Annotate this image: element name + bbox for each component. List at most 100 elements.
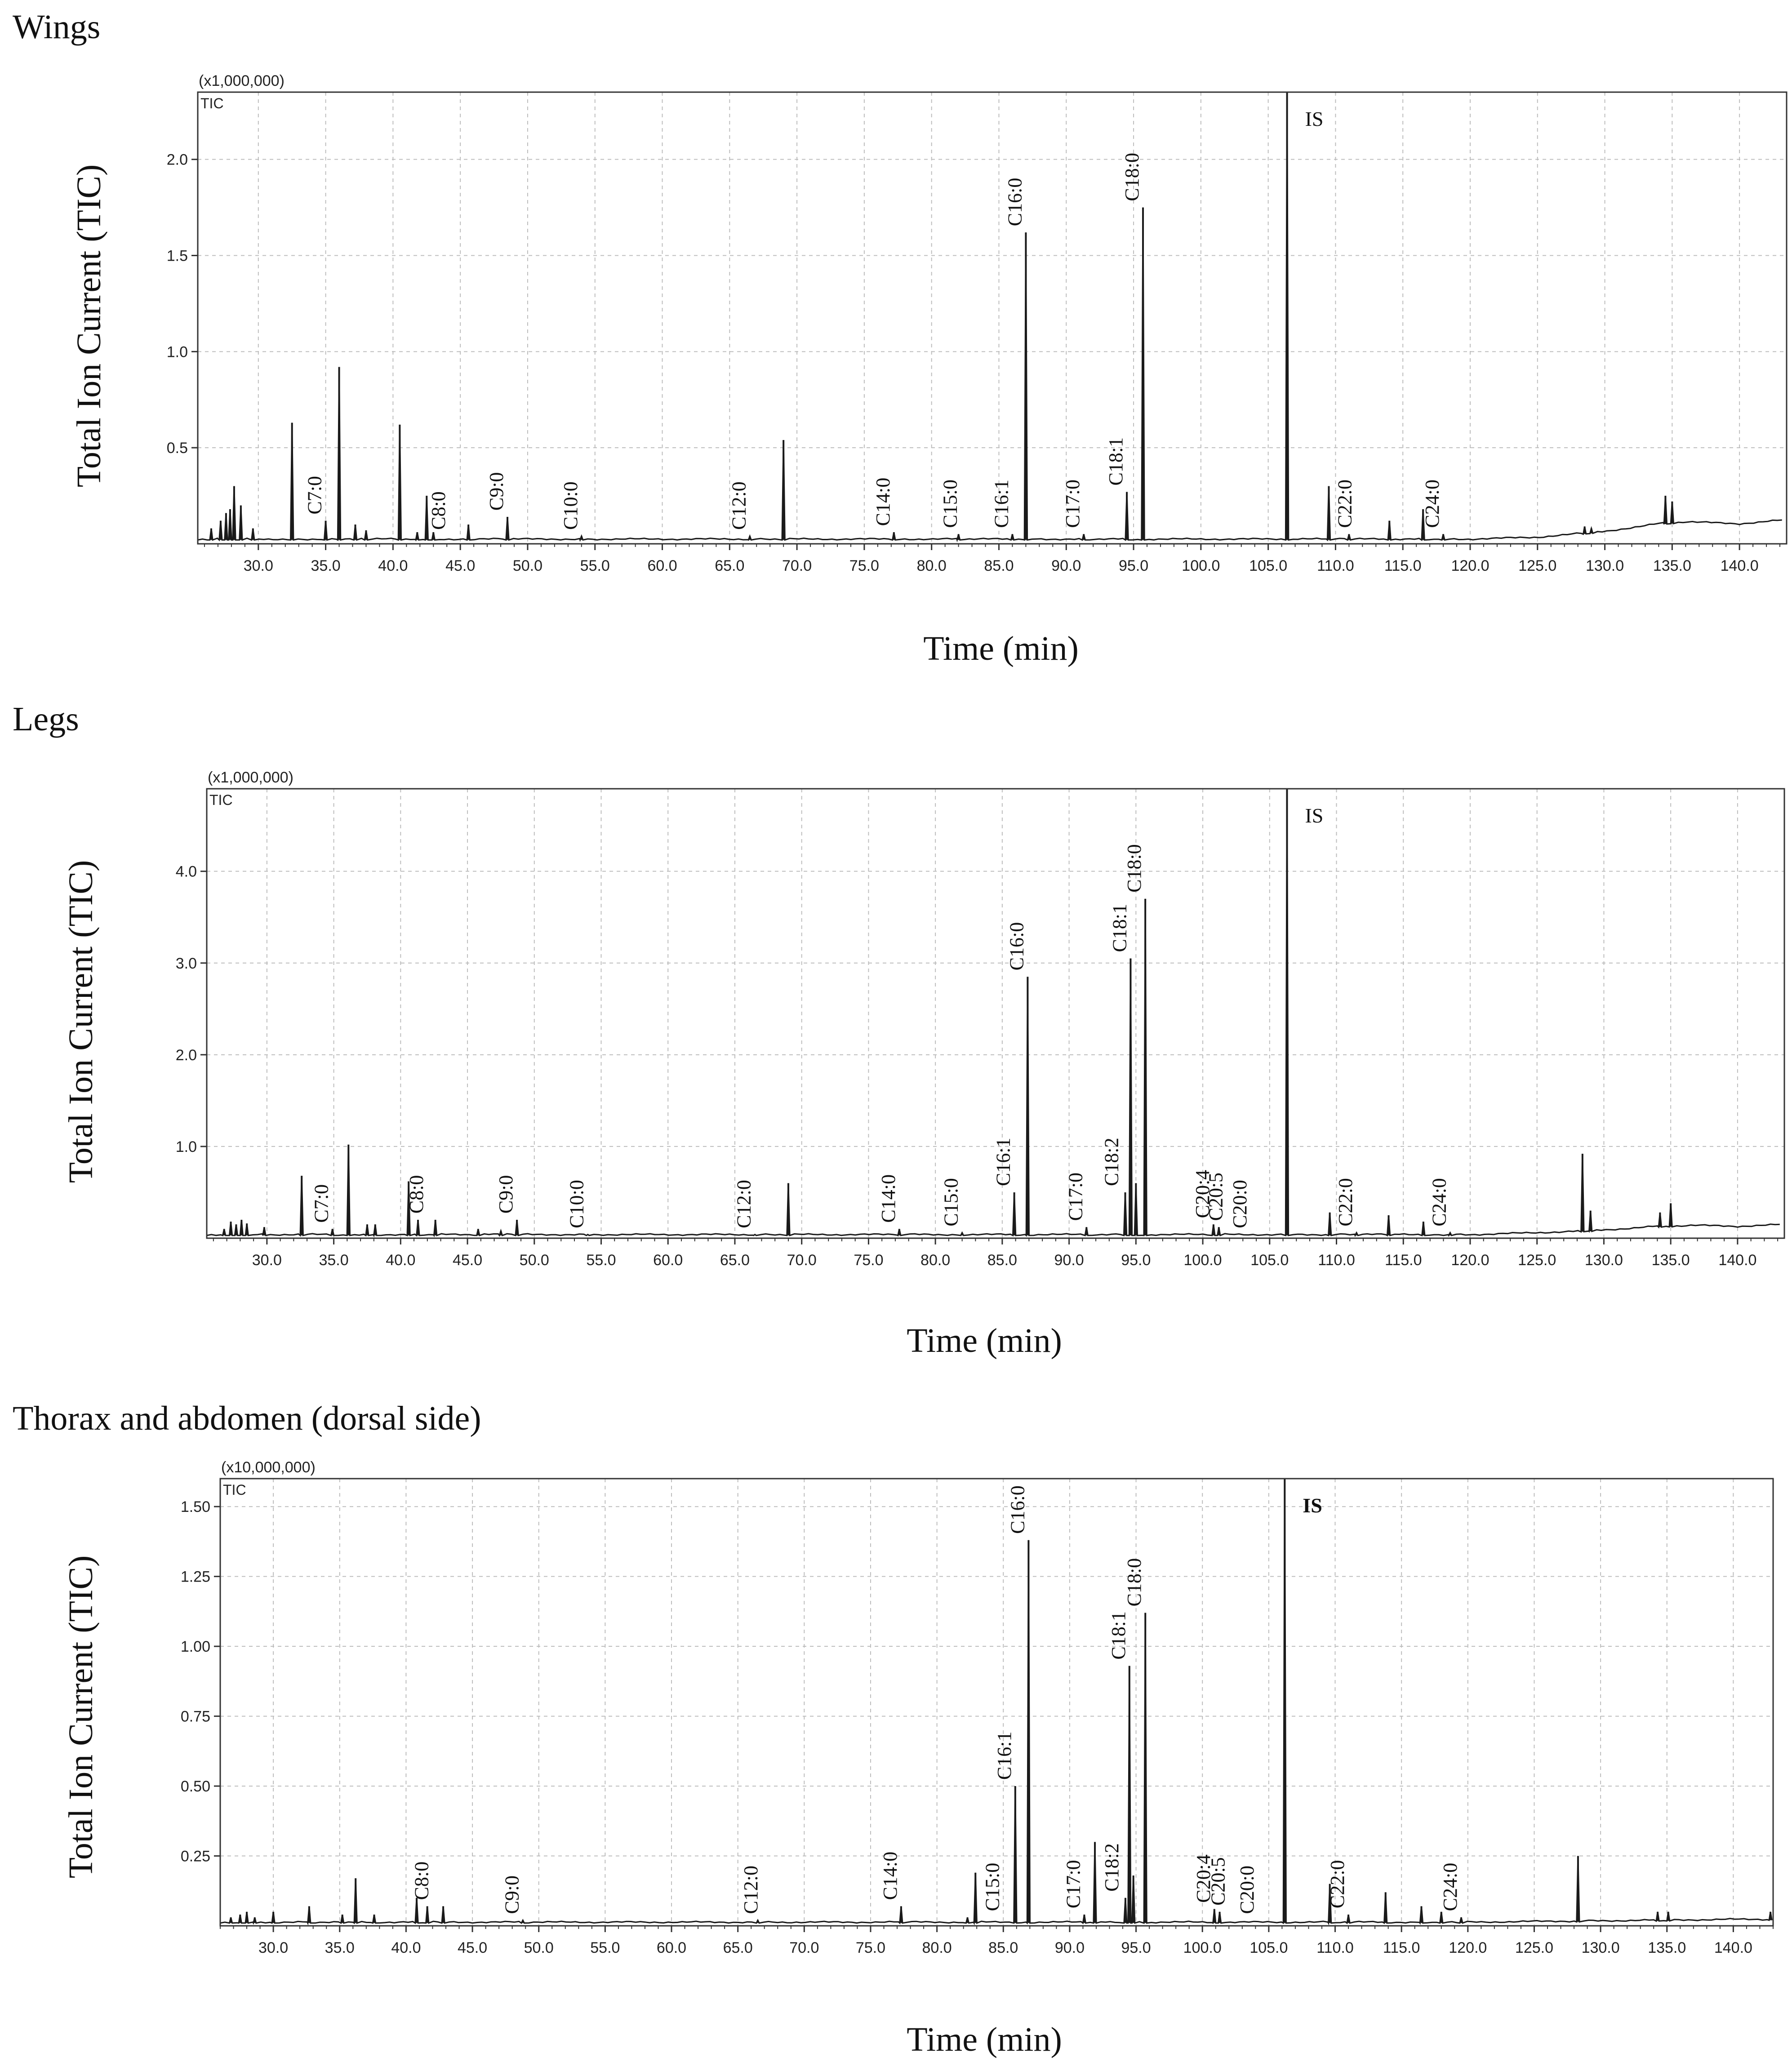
peak-label: C20:4 [1192, 1170, 1214, 1218]
x-tick-label: 100.0 [1182, 557, 1220, 574]
x-tick-label: 55.0 [580, 557, 610, 574]
y-multiplier-label: (x10,000,000) [221, 1459, 316, 1476]
x-tick-label: 80.0 [920, 1252, 950, 1269]
y-tick-label: 1.0 [176, 1138, 197, 1155]
peak-label: C18:0 [1123, 844, 1145, 893]
x-tick-label: 110.0 [1317, 557, 1354, 574]
peak-label: C10:0 [566, 1180, 588, 1228]
y-tick-label: 0.50 [181, 1778, 210, 1795]
peak-label: C8:0 [410, 1862, 432, 1900]
plot-frame [206, 788, 1785, 1239]
x-tick-label: 95.0 [1121, 1252, 1151, 1269]
peak-label: C22:0 [1334, 1178, 1356, 1227]
peak-label: C16:1 [992, 1138, 1014, 1186]
x-tick-label: 125.0 [1518, 1252, 1556, 1269]
y-tick-label: 4.0 [176, 863, 197, 880]
tic-trace [198, 92, 1782, 542]
y-tick-label: 1.50 [181, 1498, 210, 1515]
y-tick-label: 0.75 [181, 1708, 210, 1725]
y-tick-label: 1.5 [167, 248, 188, 265]
x-tick-label: 90.0 [1054, 1252, 1084, 1269]
peak-label: C18:2 [1101, 1843, 1123, 1892]
peak-label: C7:0 [304, 476, 326, 515]
y-tick-label: 3.0 [176, 955, 197, 972]
peak-label: C17:0 [1062, 480, 1084, 528]
x-tick-label: 65.0 [720, 1252, 750, 1269]
peak-label: C16:0 [1004, 178, 1026, 227]
peak-label: C14:0 [879, 1852, 901, 1900]
x-tick-label: 50.0 [520, 1252, 549, 1269]
x-tick-label: 110.0 [1318, 1252, 1355, 1269]
x-tick-label: 130.0 [1582, 1939, 1620, 1956]
x-tick-label: 105.0 [1250, 1939, 1288, 1956]
peak-label: C17:0 [1062, 1860, 1084, 1909]
x-tick-label: 60.0 [647, 557, 677, 574]
panel-title: Wings [13, 8, 101, 46]
x-axis-title: Time (min) [907, 1322, 1062, 1360]
x-tick-label: 90.0 [1055, 1939, 1085, 1956]
y-tick-label: 2.0 [167, 151, 188, 169]
x-tick-label: 75.0 [856, 1939, 885, 1956]
peak-label: C18:1 [1108, 904, 1130, 952]
x-tick-label: 35.0 [325, 1939, 355, 1956]
is-label: IS [1303, 1494, 1322, 1517]
peak-label: C16:0 [1005, 922, 1027, 971]
x-tick-label: 140.0 [1721, 557, 1759, 574]
y-tick-label: 0.5 [167, 440, 188, 457]
peak-label: C20:4 [1192, 1854, 1214, 1903]
is-label: IS [1305, 804, 1323, 827]
trace-label: TIC [223, 1482, 246, 1498]
x-tick-label: 70.0 [789, 1939, 819, 1956]
peak-label: C15:0 [981, 1863, 1003, 1911]
y-tick-label: 1.0 [167, 343, 188, 360]
peak-label: C9:0 [495, 1175, 517, 1214]
peak-label: C12:0 [728, 481, 750, 530]
x-tick-label: 135.0 [1652, 1252, 1690, 1269]
peak-label: C9:0 [501, 1875, 523, 1914]
panel-title: Thorax and abdomen (dorsal side) [13, 1400, 481, 1437]
x-tick-label: 60.0 [657, 1939, 686, 1956]
x-tick-label: 120.0 [1451, 557, 1489, 574]
x-tick-label: 80.0 [917, 557, 947, 574]
trace-label: TIC [209, 792, 233, 808]
x-tick-label: 60.0 [653, 1252, 683, 1269]
peak-label: C18:2 [1101, 1138, 1123, 1186]
plot-frame [219, 1478, 1774, 1927]
x-tick-label: 65.0 [715, 557, 744, 574]
x-tick-label: 140.0 [1714, 1939, 1752, 1956]
peak-label: C12:0 [733, 1180, 755, 1228]
peak-label: C24:0 [1421, 480, 1443, 528]
peak-label: C18:0 [1123, 1558, 1145, 1607]
peak-label: C18:1 [1105, 437, 1127, 486]
peak-label: C20:0 [1229, 1180, 1251, 1228]
x-tick-label: 30.0 [258, 1939, 288, 1956]
x-tick-label: 85.0 [984, 557, 1014, 574]
peak-label: C20:5 [1205, 1173, 1227, 1221]
x-tick-label: 40.0 [378, 557, 408, 574]
peak-label: C18:1 [1107, 1611, 1129, 1660]
y-multiplier-label: (x1,000,000) [208, 769, 293, 786]
x-tick-label: 135.0 [1653, 557, 1691, 574]
x-tick-label: 95.0 [1121, 1939, 1151, 1956]
x-axis-title: Time (min) [907, 2021, 1062, 2058]
panel-wings: Wings Total Ion Current (TIC) 30.0 35.0 40… [0, 0, 1792, 683]
y-tick-label: 1.25 [181, 1569, 210, 1586]
peak-label: C14:0 [872, 478, 894, 526]
is-label: IS [1305, 107, 1324, 130]
y-tick-label: 2.0 [176, 1047, 197, 1064]
x-tick-label: 125.0 [1515, 1939, 1553, 1956]
x-tick-label: 115.0 [1385, 1252, 1422, 1269]
x-tick-label: 35.0 [311, 557, 341, 574]
x-tick-label: 90.0 [1051, 557, 1081, 574]
x-tick-label: 120.0 [1451, 1252, 1489, 1269]
peak-label: C15:0 [940, 1178, 962, 1227]
tic-chart-legs: 30.0 35.0 40.0 45.0 50.0 55.0 60.0 65.0 70.0 75.0… [176, 769, 1785, 1269]
x-tick-label: 70.0 [787, 1252, 817, 1269]
tic-trace [220, 1479, 1773, 1926]
peak-label: C8:0 [405, 1175, 427, 1214]
x-tick-label: 125.0 [1518, 557, 1556, 574]
x-tick-label: 55.0 [590, 1939, 620, 1956]
peak-label: C22:0 [1326, 1860, 1348, 1909]
peak-label: C10:0 [560, 481, 582, 530]
peak-label: C14:0 [877, 1174, 899, 1223]
